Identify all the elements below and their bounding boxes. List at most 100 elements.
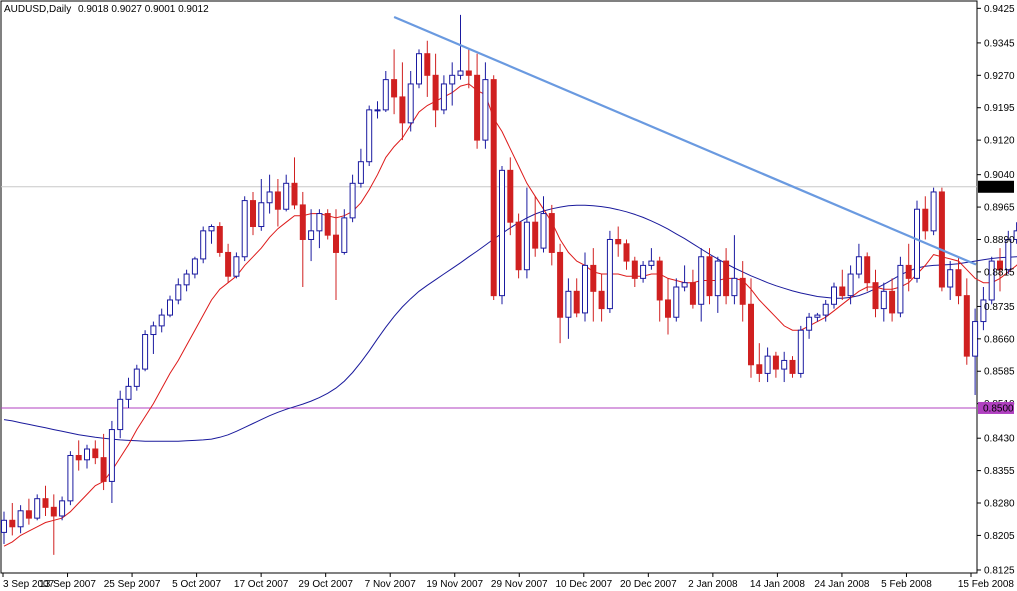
candle — [274, 178, 281, 227]
candle — [905, 243, 912, 292]
y-tick-label: 0.8280 — [984, 499, 1015, 510]
candle-body — [615, 238, 622, 245]
candle — [864, 252, 871, 292]
candle — [465, 49, 472, 89]
candle — [872, 269, 879, 318]
candle — [665, 278, 671, 335]
candle-body — [241, 200, 248, 258]
candle — [938, 187, 945, 292]
candle-body — [59, 500, 66, 517]
candle-body — [150, 325, 157, 336]
x-tick-label: 20 Dec 2007 — [620, 579, 677, 590]
candle — [523, 187, 530, 279]
candle — [108, 420, 115, 504]
candle-body — [449, 74, 456, 85]
level-price-badge — [978, 401, 1014, 414]
candle-body — [640, 264, 647, 279]
candle-body — [631, 260, 638, 279]
candle-body — [399, 96, 406, 124]
candle-body — [183, 273, 190, 286]
candle-body — [17, 510, 24, 528]
candle-body — [822, 303, 829, 316]
candle — [399, 62, 406, 141]
candle — [714, 256, 721, 313]
candlestick-series — [1, 14, 1017, 555]
candle-body — [789, 359, 796, 374]
candle-body — [665, 299, 671, 318]
candle — [499, 166, 505, 305]
candle-body — [889, 290, 896, 314]
candle-body — [938, 191, 945, 288]
candle — [316, 209, 323, 249]
candle-body — [125, 385, 132, 400]
candle — [623, 239, 630, 270]
level-line-group — [1, 186, 977, 409]
candle-body — [291, 182, 298, 206]
y-tick-label: 0.8430 — [984, 434, 1015, 445]
candle — [698, 248, 705, 322]
candle-body — [225, 251, 232, 277]
x-tick-label: 29 Nov 2007 — [491, 579, 548, 590]
candle-body — [175, 284, 182, 301]
y-tick-label: 0.9425 — [984, 4, 1015, 15]
candle-body — [50, 506, 57, 517]
candle — [631, 256, 638, 287]
candle — [1, 511, 7, 545]
x-tick-label: 13 Sep 2007 — [39, 579, 96, 590]
candle-body — [714, 260, 721, 297]
candle — [416, 49, 422, 89]
candle-body — [864, 256, 871, 284]
candle-body — [698, 256, 705, 305]
candle — [980, 287, 987, 331]
y-tick-label: 0.8205 — [984, 531, 1015, 542]
candle-body — [806, 316, 813, 331]
candle — [324, 209, 331, 240]
candle-body — [988, 260, 995, 301]
plot-frame — [0, 0, 978, 574]
candle-body — [914, 208, 920, 279]
candle — [656, 256, 663, 322]
candle-body — [681, 282, 688, 288]
candle — [216, 222, 223, 257]
candle — [50, 494, 57, 555]
candle — [117, 390, 124, 439]
candle — [283, 174, 290, 212]
candle — [889, 278, 896, 322]
candle-body — [75, 454, 82, 461]
x-tick-label: 19 Nov 2007 — [426, 579, 483, 590]
candle — [474, 53, 481, 149]
candle — [739, 261, 746, 322]
candle — [366, 105, 373, 167]
candle-body — [847, 273, 854, 297]
candle — [963, 278, 970, 365]
candle — [490, 75, 497, 300]
candle-body — [606, 238, 613, 310]
candle-body — [357, 161, 364, 184]
candle — [598, 274, 605, 322]
candle — [847, 265, 854, 305]
candle — [565, 278, 572, 339]
candle — [897, 256, 904, 318]
x-tick-label: 2 Jan 2008 — [688, 579, 738, 590]
candle — [67, 451, 74, 506]
candle-body — [739, 277, 746, 305]
candle — [689, 269, 696, 309]
candle-body — [947, 269, 954, 288]
trendline[interactable] — [393, 15, 977, 266]
candle-body — [258, 202, 265, 228]
candle-body — [1, 519, 7, 533]
candle-body — [200, 230, 207, 260]
candle-body — [831, 286, 837, 305]
candle-body — [731, 277, 738, 297]
y-tick-label: 0.9345 — [984, 38, 1015, 49]
candle — [457, 14, 464, 80]
candle — [997, 248, 1003, 292]
y-tick-label: 0.8660 — [984, 334, 1015, 345]
candle-body — [158, 314, 165, 327]
candle — [432, 53, 439, 128]
level-price-label: 0.8500 — [983, 403, 1014, 414]
candle — [374, 101, 381, 119]
candle-body — [92, 448, 99, 459]
